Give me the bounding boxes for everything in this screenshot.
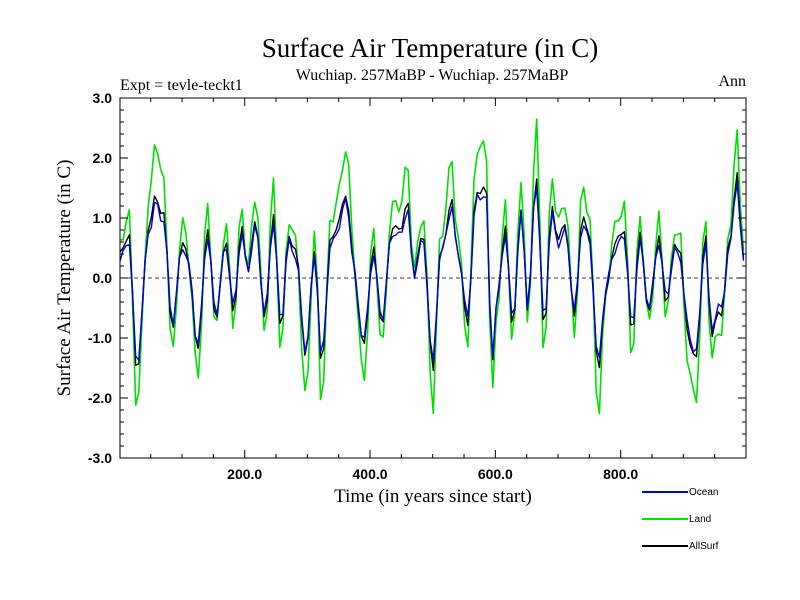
expt-label: Expt = tevle-teckt1	[120, 77, 243, 94]
series-line-land	[119, 118, 745, 415]
period-label: Wuchiap. 257MaBP - Wuchiap. 257MaBP	[296, 67, 569, 84]
y-axis-label: Surface Air Temperature (in C)	[54, 160, 75, 397]
x-tick-label: 200.0	[227, 466, 262, 482]
y-tick-label: 0.0	[93, 270, 113, 286]
y-tick-label: 2.0	[93, 150, 113, 166]
legend-label-allsurf: AllSurf	[689, 541, 719, 552]
x-tick-label: 800.0	[603, 466, 638, 482]
series-line-ocean	[119, 182, 745, 362]
axes-ticks: -3.0 -2.0 -1.0 0.0 1.0 2.0 3.0 200.0 400.0 600.0 8…	[88, 90, 746, 482]
y-tick-label: -1.0	[88, 330, 112, 346]
y-tick-label: -3.0	[88, 450, 112, 466]
x-tick-label: 400.0	[353, 466, 388, 482]
y-tick-label: 1.0	[93, 210, 113, 226]
series-line-allsurf	[119, 171, 745, 372]
season-label: Ann	[718, 73, 746, 90]
legend: Ocean Land AllSurf	[642, 487, 719, 552]
legend-label-land: Land	[689, 514, 711, 525]
legend-label-ocean: Ocean	[689, 487, 718, 498]
y-tick-label: 3.0	[93, 90, 113, 106]
y-tick-label: -2.0	[88, 390, 112, 406]
plot-lines	[119, 118, 745, 415]
chart-title: Surface Air Temperature (in C)	[262, 33, 599, 63]
x-tick-label: 600.0	[478, 466, 513, 482]
x-axis-label: Time (in years since start)	[334, 486, 532, 507]
